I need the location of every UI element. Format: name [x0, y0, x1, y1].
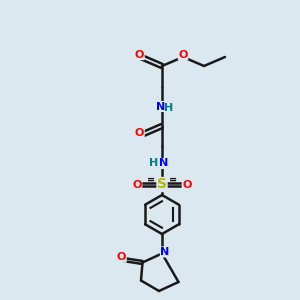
Text: =: =	[169, 175, 177, 185]
Text: O: O	[135, 50, 144, 60]
Text: N: N	[156, 101, 165, 112]
Text: O: O	[132, 179, 142, 190]
Text: O: O	[182, 179, 192, 190]
Text: =: =	[147, 175, 155, 185]
Text: H: H	[164, 103, 173, 113]
Text: H: H	[149, 158, 158, 169]
Text: O: O	[178, 50, 188, 60]
Text: N: N	[160, 247, 169, 257]
Text: S: S	[157, 178, 167, 191]
Text: N: N	[159, 158, 168, 169]
Text: O: O	[135, 128, 144, 139]
Text: O: O	[117, 252, 126, 262]
